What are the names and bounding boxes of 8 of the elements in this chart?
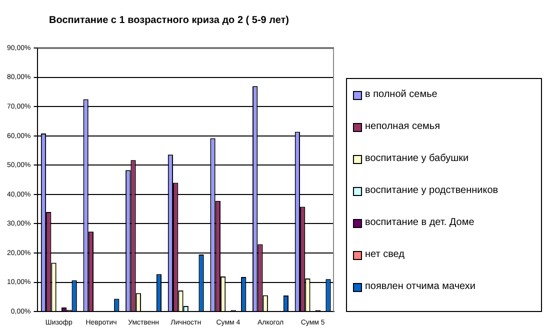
legend-label: неполная семья [365, 121, 440, 132]
chart-title: Воспитание с 1 возрастного криза до 2 ( 5-9 лет) [48, 14, 290, 26]
legend-label: в полной семье [365, 89, 438, 100]
legend-label: нет свед [365, 249, 404, 260]
legend-label: воспитание у бабушки [365, 153, 469, 164]
legend-label: воспитание в дет. Доме [365, 217, 474, 228]
legend-label: воспитание у родственников [365, 185, 498, 196]
legend-label: появлен отчима мачехи [365, 281, 476, 292]
